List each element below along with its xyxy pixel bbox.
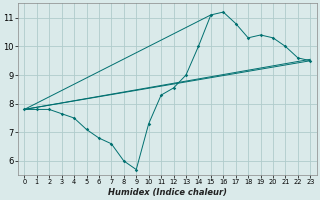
X-axis label: Humidex (Indice chaleur): Humidex (Indice chaleur) <box>108 188 227 197</box>
